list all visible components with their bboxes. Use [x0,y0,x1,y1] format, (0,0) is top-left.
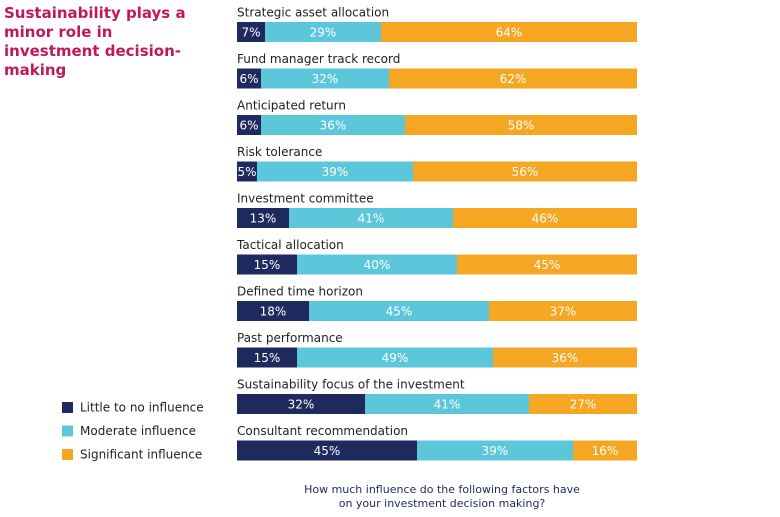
value-label: 6% [239,119,258,133]
value-label: 41% [434,398,461,412]
value-label: 46% [532,212,559,226]
value-label: 49% [382,351,409,365]
value-label: 45% [314,444,341,458]
bar-segment [237,161,257,182]
value-label: 27% [570,398,597,412]
value-label: 15% [254,258,281,272]
bar-segment [237,254,297,275]
value-label: 62% [500,72,527,86]
category-label: Defined time horizon [237,285,363,299]
bar-segment [457,254,637,275]
legend-label: Little to no influence [80,401,204,415]
bar-segment [381,22,637,42]
value-label: 40% [364,258,391,272]
value-label: 45% [386,305,413,319]
bar-segment [261,115,405,135]
bar-segment [237,22,265,42]
category-label: Past performance [237,331,343,345]
value-label: 15% [254,351,281,365]
bar-segment [237,394,365,414]
value-label: 16% [592,444,619,458]
value-label: 41% [358,212,385,226]
value-label: 64% [496,26,523,40]
value-label: 6% [239,72,258,86]
bar-segment [529,394,637,414]
value-label: 45% [534,258,561,272]
bar-segment [365,394,529,414]
bar-segment [237,208,289,228]
bar-segment [309,301,489,321]
footnote: How much influence do the following fact… [304,483,580,510]
value-label: 39% [322,165,349,179]
category-label: Consultant recommendation [237,424,408,438]
legend-swatch [62,449,73,460]
value-label: 56% [512,165,539,179]
bar-segment [237,301,309,321]
category-label: Investment committee [237,192,374,206]
legend-label: Significant influence [80,448,202,462]
bar-segment [297,254,457,275]
value-label: 32% [312,72,339,86]
category-label: Tactical allocation [236,238,344,252]
legend-label: Moderate influence [80,424,196,438]
bar-segment [573,440,637,461]
chart-title: Sustainability plays a minor role in inv… [4,4,186,79]
bar-segment [453,208,637,228]
category-label: Risk tolerance [237,145,322,159]
bar-segment [237,347,297,368]
bar-segment [413,161,637,182]
value-label: 5% [237,165,256,179]
category-label: Sustainability focus of the investment [237,378,465,392]
bar-segment [405,115,637,135]
legend-swatch [62,425,73,437]
bar-segment [493,347,637,368]
bar-segment [297,347,493,368]
value-label: 18% [260,305,287,319]
value-label: 13% [250,212,277,226]
category-label: Anticipated return [237,99,346,113]
value-label: 29% [310,26,337,40]
legend-swatch [62,402,73,413]
category-label: Strategic asset allocation [237,6,389,20]
value-label: 36% [552,351,579,365]
bar-segment [257,161,413,182]
bar-segment [237,115,261,135]
value-label: 58% [508,119,535,133]
bar-segment [237,440,417,461]
bar-segment [389,68,637,89]
value-label: 39% [482,444,509,458]
value-label: 32% [288,398,315,412]
value-label: 37% [550,305,577,319]
bar-segment [237,68,261,89]
bar-segment [489,301,637,321]
category-label: Fund manager track record [237,52,400,66]
value-label: 7% [241,26,260,40]
bar-segment [417,440,573,461]
bar-segment [289,208,453,228]
bar-segment [261,68,389,89]
value-label: 36% [320,119,347,133]
bar-segment [265,22,381,42]
